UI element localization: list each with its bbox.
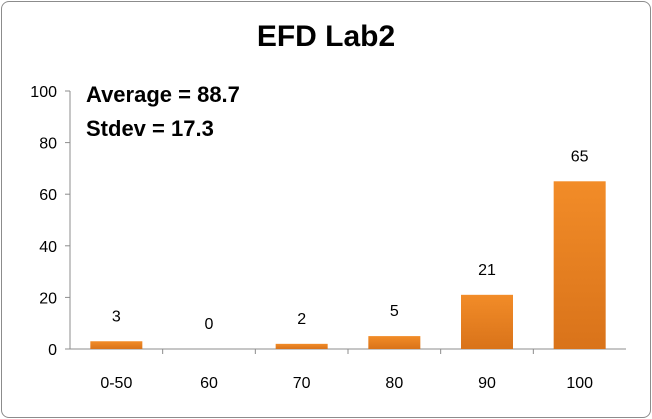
bar [368,336,421,349]
x-tick-label: 100 [566,375,593,392]
y-tick-label: 0 [48,342,57,359]
x-tick-label: 60 [200,375,218,392]
data-label: 3 [112,308,121,325]
x-tick-label: 70 [293,375,311,392]
data-label: 0 [205,316,214,333]
data-label: 65 [571,148,589,165]
y-tick-label: 40 [39,239,57,256]
y-tick-label: 60 [39,187,57,204]
y-tick-label: 100 [30,84,57,101]
x-tick-label: 0-50 [100,375,132,392]
bar [275,343,328,349]
bar [90,341,143,349]
chart-title: EFD Lab2 [256,20,396,53]
bar [553,181,606,349]
average-annotation: Average = 88.7 [86,82,240,107]
x-tick-label: 90 [478,375,496,392]
data-label: 21 [478,262,496,279]
stdev-annotation: Stdev = 17.3 [86,116,214,141]
y-tick-label: 20 [39,290,57,307]
data-label: 5 [390,303,399,320]
x-tick-label: 80 [385,375,403,392]
data-label: 2 [297,311,306,328]
y-tick-label: 80 [39,136,57,153]
bar [461,294,513,349]
